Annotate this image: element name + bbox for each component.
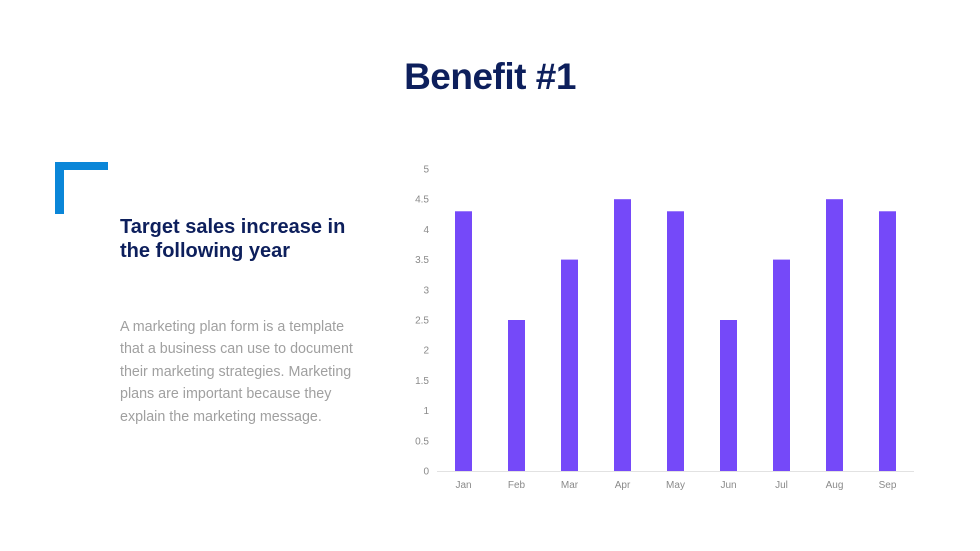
x-tick-label: Jan [455,480,471,491]
x-tick-label: Mar [561,480,579,491]
x-tick-label: Feb [508,480,526,491]
y-tick-label: 4.5 [415,195,429,206]
bar-jan [455,211,472,471]
bar-jul [773,259,790,471]
y-tick-label: 1 [423,406,429,417]
bar-sep [879,211,896,471]
slide-body-text: A marketing plan form is a template that… [120,319,353,425]
y-tick-label: 3.5 [415,255,429,266]
x-tick-label: Aug [826,480,844,491]
y-tick-label: 1.5 [415,376,429,387]
slide-title: Benefit #1 [404,56,576,97]
x-tick-label: Jun [720,480,736,491]
bar-may [667,211,684,471]
corner-bracket-decoration-vertical [55,162,64,214]
y-tick-label: 3 [423,285,429,296]
x-tick-label: May [666,480,685,491]
y-tick-label: 0.5 [415,436,429,447]
y-tick-label: 2 [423,346,429,357]
x-tick-label: Sep [879,480,897,491]
bar-feb [508,320,525,471]
bar-mar [561,259,578,471]
bar-jun [720,320,737,471]
slide-subtitle: Target sales increase in the following y… [120,216,346,262]
bar-aug [826,199,843,471]
x-tick-label: Apr [615,480,631,491]
bar-apr [614,199,631,471]
y-tick-label: 4 [423,225,429,236]
y-tick-label: 2.5 [415,316,429,327]
x-tick-label: Jul [775,480,788,491]
y-tick-label: 5 [423,165,429,176]
corner-bracket-decoration [55,162,108,170]
y-tick-label: 0 [423,467,429,478]
